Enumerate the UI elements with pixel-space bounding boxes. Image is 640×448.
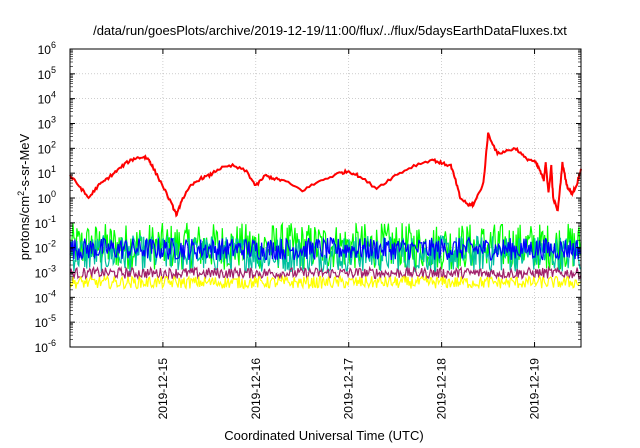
y-tick-base: 10 — [35, 291, 49, 305]
y-tick-label: 10-2 — [35, 239, 56, 256]
y-tick-exp: 0 — [51, 189, 56, 199]
y-tick-exp: -2 — [48, 239, 56, 249]
x-axis-ticks: 2019-12-15 2019-12-16 2019-12-17 2019-12-18… — [156, 49, 542, 419]
grid-lines — [70, 48, 581, 348]
series-line-6 — [69, 274, 582, 290]
x-tick-label: 2019-12-17 — [342, 358, 356, 420]
y-tick-exp: -1 — [48, 214, 56, 224]
y-tick-base: 10 — [38, 43, 52, 57]
y-tick-exp: 5 — [51, 65, 56, 75]
y-axis-ticks: 10-610-510-410-310-210-11001011021031041… — [35, 40, 581, 355]
y-tick-exp: 2 — [51, 139, 56, 149]
y-tick-exp: 4 — [51, 90, 56, 100]
y-tick-label: 101 — [38, 164, 56, 181]
y-tick-exp: -5 — [48, 313, 56, 323]
y-tick-exp: 3 — [51, 115, 56, 125]
y-tick-exp: 1 — [51, 164, 56, 174]
y-axis-label-base: protons/cm — [17, 196, 32, 260]
y-tick-label: 10-1 — [35, 214, 56, 231]
y-tick-label: 102 — [38, 139, 56, 156]
y-tick-label: 10-6 — [35, 338, 56, 355]
y-tick-base: 10 — [35, 267, 49, 281]
y-axis-label-sup: 2 — [16, 191, 26, 196]
y-tick-base: 10 — [35, 217, 49, 231]
y-tick-label: 10-4 — [35, 288, 56, 305]
y-tick-exp: -6 — [48, 338, 56, 348]
y-tick-base: 10 — [38, 68, 52, 82]
y-tick-label: 104 — [38, 90, 56, 107]
y-tick-base: 10 — [38, 192, 52, 206]
y-axis-label-rest: -s-sr-MeV — [17, 133, 32, 190]
chart-title: /data/run/goesPlots/archive/2019-12-19/1… — [93, 23, 567, 38]
x-tick-label: 2019-12-19 — [528, 358, 542, 420]
y-tick-label: 100 — [38, 189, 56, 206]
y-axis-label: protons/cm2-s-sr-MeV — [16, 133, 32, 260]
series-line-1 — [69, 132, 582, 218]
y-tick-base: 10 — [35, 242, 49, 256]
y-tick-label: 10-5 — [35, 313, 56, 330]
x-axis-label: Coordinated Universal Time (UTC) — [224, 428, 423, 443]
y-tick-exp: -3 — [48, 264, 56, 274]
plot-area — [69, 132, 582, 290]
y-tick-label: 105 — [38, 65, 56, 82]
x-tick-label: 2019-12-18 — [435, 358, 449, 420]
series-line-5 — [69, 265, 582, 281]
series-line-4 — [69, 236, 582, 261]
y-tick-base: 10 — [38, 118, 52, 132]
y-tick-base: 10 — [38, 167, 52, 181]
y-tick-label: 10-3 — [35, 264, 56, 281]
y-tick-label: 106 — [38, 40, 56, 57]
y-tick-base: 10 — [38, 142, 52, 156]
y-tick-exp: -4 — [48, 288, 56, 298]
y-tick-label: 103 — [38, 115, 56, 132]
x-tick-label: 2019-12-16 — [249, 358, 263, 420]
y-tick-exp: 6 — [51, 40, 56, 50]
y-tick-base: 10 — [38, 93, 52, 107]
y-tick-base: 10 — [35, 341, 49, 355]
x-tick-label: 2019-12-15 — [156, 358, 170, 420]
y-tick-base: 10 — [35, 316, 49, 330]
